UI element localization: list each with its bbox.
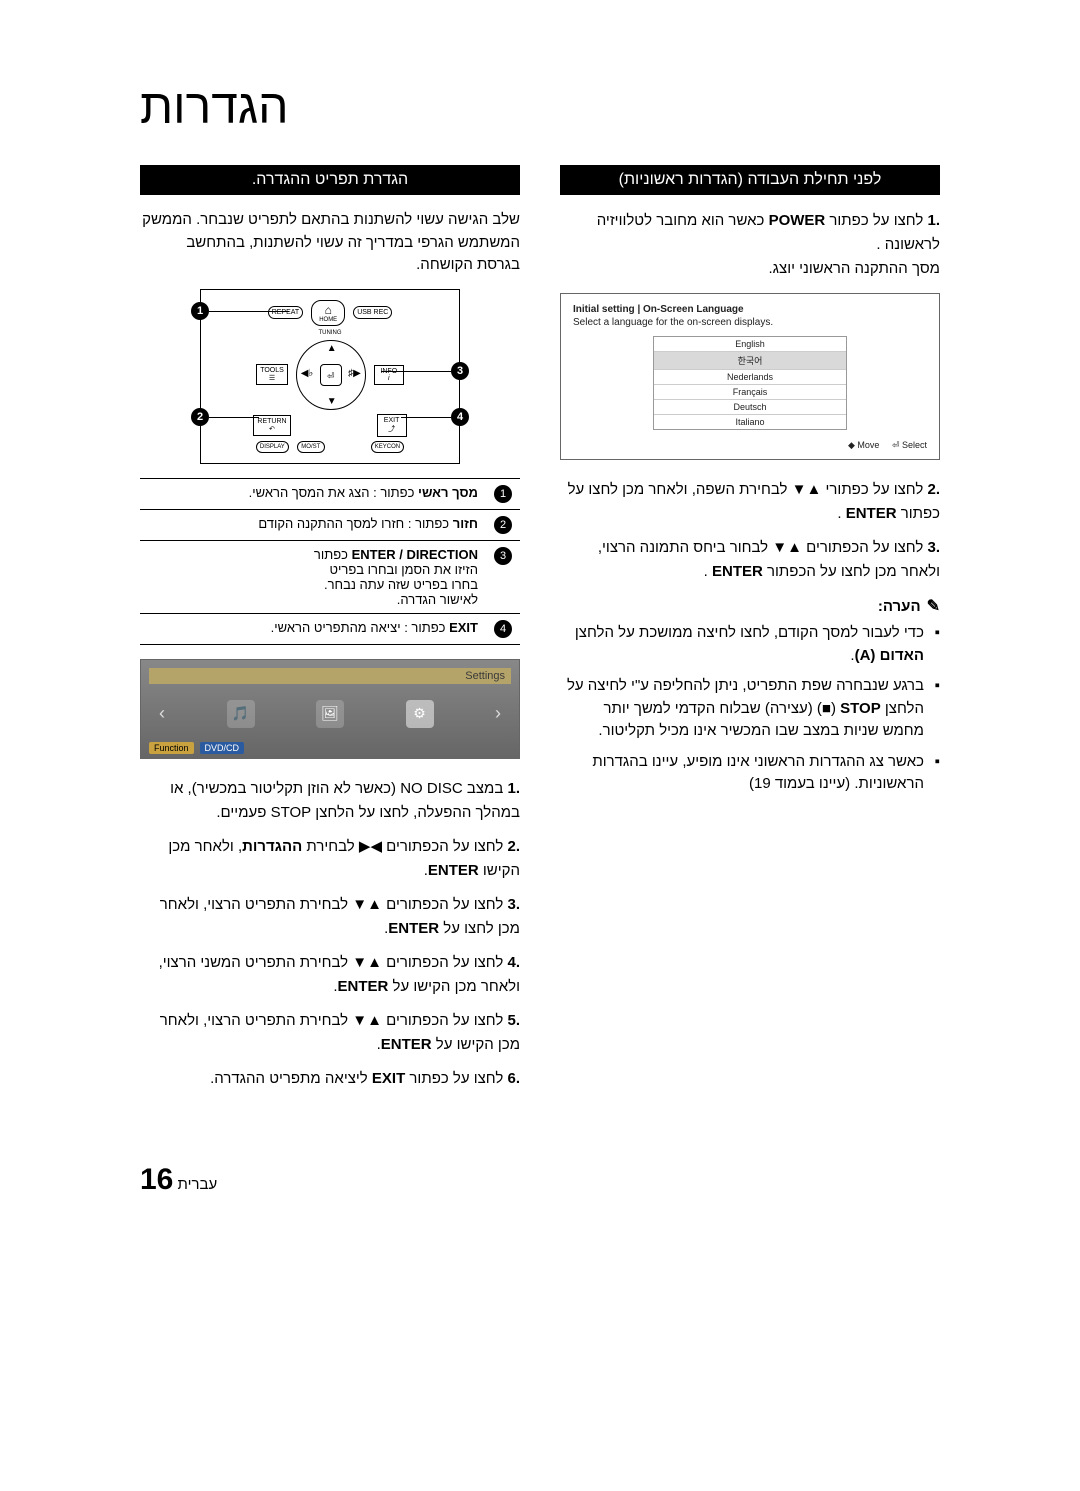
setup-step: .1 במצב NO DISC (כאשר לא הוזן תקליטור במ… [140,777,520,825]
step-2: .2 לחצו על כפתורי ▲▼ לבחירת השפה, ולאחר … [560,478,940,526]
remote-tuning-label: TUNING [319,330,342,336]
callout-2: 2 [191,408,209,426]
legend-text-cell: חזור כפתור : חזרו למסך ההתקנה הקודם [140,509,486,540]
callout-3: 3 [451,362,469,380]
remote-return-button: RETURN↶ [253,415,290,436]
remote-keycon-button: KEYCON [371,441,404,453]
legend-number-cell: 4 [486,613,520,644]
right-column: לפני תחילת העבודה (הגדרות ראשוניות) .1 ל… [560,165,940,1103]
left-column: הגדרת תפריט ההגדרה. שלב הגישה עשוי להשתנ… [140,165,520,1103]
osd-language-item: Français [654,385,847,400]
remote-info-button: INFOi [374,365,404,385]
osd-language-panel: Initial setting | On-Screen Language Sel… [560,293,940,460]
note-bullets: כדי לעבור למסך הקודם, לחצו לחיצה ממושכת … [560,622,940,796]
osd-subtitle: Select a language for the on-screen disp… [573,317,927,328]
osd-language-list: English한국어NederlandsFrançaisDeutschItali… [653,336,848,430]
mode-badge: DVD/CD [200,742,245,754]
step-3-text: לחצו על הכפתורים ▲▼ לבחור ביחס התמונה הר… [598,539,940,580]
settings-icon-1: 🎵 [227,700,255,728]
dpad-left-icon: ◀♭ [301,368,313,379]
legend-number-cell: 2 [486,509,520,540]
section-header-setup-menu: הגדרת תפריט ההגדרה. [140,165,520,195]
pencil-icon [927,596,940,616]
osd-language-item: Nederlands [654,370,847,385]
page-title: הגדרות [140,80,940,135]
note-bullet: כאשר צג ההגדרות הראשוני אינו מופיע, עיינ… [560,751,940,796]
function-badge: Function [149,742,194,754]
remote-diagram: REPEAT ⌂HOME USB REC TUNING TOOLS☰ ▲ ▼ ◀… [200,289,460,464]
dpad-down-icon: ▼ [327,396,337,407]
remote-home-button: ⌂HOME [311,300,345,326]
osd-language-item: Deutsch [654,400,847,415]
setup-step: .2 לחצו על הכפתורים ◀▶ לבחירת ההגדרות, ו… [140,835,520,883]
setup-step: .5 לחצו על הכפתורים ▲▼ לבחירת התפריט הרצ… [140,1009,520,1057]
setup-step: .4 לחצו על הכפתורים ▲▼ לבחירת התפריט המש… [140,951,520,999]
osd-move-hint: ◆ Move [848,440,879,450]
legend-text-cell: EXIT כפתור : יציאה מהתפריט הראשי. [140,613,486,644]
remote-legend-table: 1מסך ראשי כפתור : הצג את המסך הראשי.2חזו… [140,478,520,645]
remote-display-button: DISPLAY [256,441,289,453]
setup-step: .3 לחצו על הכפתורים ▲▼ לבחירת התפריט הרצ… [140,893,520,941]
remote-dpad: ▲ ▼ ◀♭ ♯▶ ⏎ [296,340,366,410]
callout-1: 1 [191,302,209,320]
setup-steps: .1 במצב NO DISC (כאשר לא הוזן תקליטור במ… [140,777,520,1091]
osd-language-item: 한국어 [654,352,847,370]
steps-initial-continued: .2 לחצו על כפתורי ▲▼ לבחירת השפה, ולאחר … [560,478,940,584]
step-2-text: לחצו על כפתורי ▲▼ לבחירת השפה, ולאחר מכן… [568,481,940,522]
settings-icon-2: 🖼 [316,700,344,728]
legend-text-cell: מסך ראשי כפתור : הצג את המסך הראשי. [140,478,486,509]
legend-number-cell: 1 [486,478,520,509]
settings-icon-row: ‹ 🎵 🖼 ⚙ › [149,696,511,732]
settings-footer: Function DVD/CD [149,742,511,754]
chevron-left-icon: ‹ [159,703,165,724]
note-bullet: ברגע שנבחרה שפת התפריט, ניתן להחליפה ע"י… [560,675,940,743]
step-1-text: לחצו על כפתור POWER כאשר הוא מחובר לטלוו… [597,212,940,277]
steps-initial: .1 לחצו על כפתור POWER כאשר הוא מחובר לט… [560,209,940,281]
remote-most-button: MO/ST [297,441,325,453]
osd-language-item: Italiano [654,415,847,429]
remote-tools-button: TOOLS☰ [256,364,288,385]
note-bullet: כדי לעבור למסך הקודם, לחצו לחיצה ממושכת … [560,622,940,667]
section-header-initial: לפני תחילת העבודה (הגדרות ראשוניות) [560,165,940,195]
callout-4: 4 [451,408,469,426]
page-number: עברית 16 [140,1163,940,1197]
dpad-up-icon: ▲ [327,343,337,354]
two-column-layout: לפני תחילת העבודה (הגדרות ראשוניות) .1 ל… [140,165,940,1103]
osd-title: Initial setting | On-Screen Language [573,304,927,315]
osd-select-hint: ⏎ Select [892,440,927,450]
remote-enter-button: ⏎ [320,364,342,386]
note-label: הערה: [560,596,940,616]
legend-number-cell: 3 [486,540,520,613]
remote-usbrec-button: USB REC [353,306,392,319]
remote-repeat-button: REPEAT [268,306,304,319]
osd-language-item: English [654,337,847,352]
legend-text-cell: ENTER / DIRECTION כפתורהזיזו את הסמן ובח… [140,540,486,613]
settings-osd-title: Settings [149,668,511,684]
settings-osd-panel: Settings ‹ 🎵 🖼 ⚙ › Function DVD/CD [140,659,520,759]
setup-intro: שלב הגישה עשוי להשתנות בהתאם לתפריט שנבח… [140,209,520,277]
step-3: .3 לחצו על הכפתורים ▲▼ לבחור ביחס התמונה… [560,536,940,584]
setup-step: .6 לחצו על כפתור EXIT ליציאה מתפריט ההגד… [140,1067,520,1091]
step-1: .1 לחצו על כפתור POWER כאשר הוא מחובר לט… [560,209,940,281]
chevron-right-icon: › [495,703,501,724]
settings-icon-3: ⚙ [406,700,434,728]
dpad-right-icon: ♯▶ [348,368,361,379]
osd-footer: ◆ Move ⏎ Select [573,440,927,451]
